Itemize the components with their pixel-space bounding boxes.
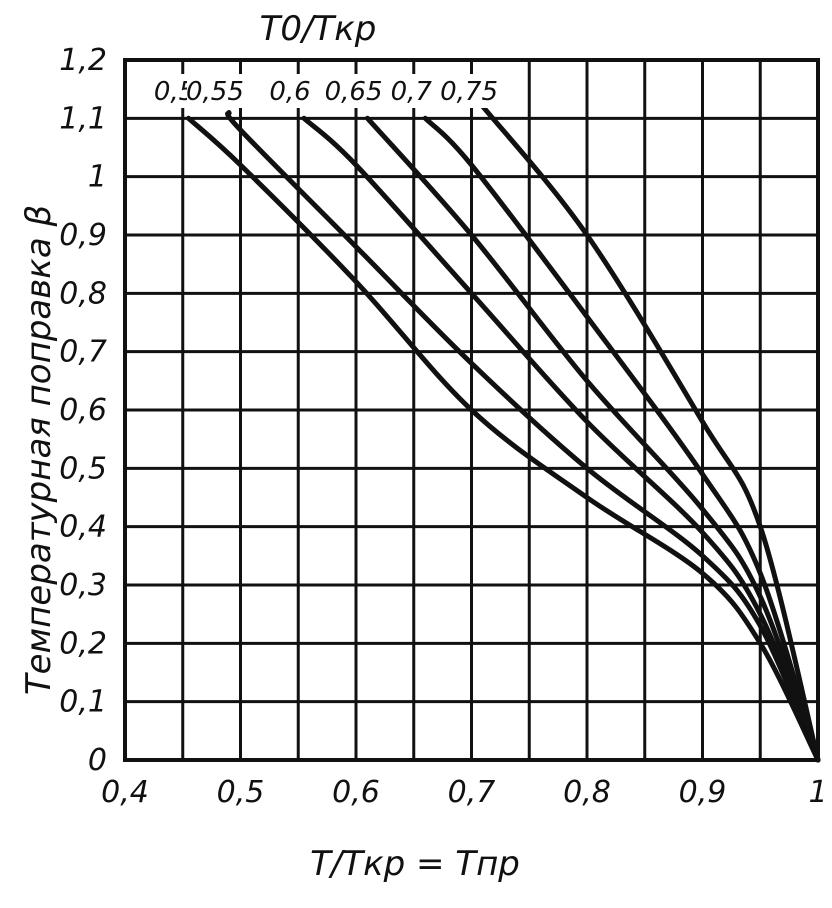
series-line — [301, 115, 821, 763]
y-tick-label: 1,1 — [59, 101, 107, 136]
series-label: 0,6 — [269, 77, 310, 107]
series-layer — [186, 104, 821, 763]
series-line — [365, 115, 821, 763]
y-tick-label: 0,6 — [59, 393, 107, 428]
series-line — [225, 110, 821, 763]
y-tick-label: 1,2 — [59, 43, 107, 78]
x-axis-label: T/Tкр = Tпр — [310, 844, 520, 884]
y-tick-label: 0 — [88, 743, 107, 778]
y-tick-label: 0,7 — [59, 335, 107, 370]
series-label: 0,55 — [186, 77, 244, 107]
x-tick-label: 0,6 — [332, 775, 380, 810]
series-label-background — [262, 74, 325, 108]
y-tick-label: 1 — [88, 160, 107, 195]
y-axis-label: Температурная поправка β — [19, 205, 59, 695]
y-tick-label: 0,9 — [59, 218, 107, 253]
y-tick-label: 0,5 — [59, 451, 107, 486]
x-tick-label: 0,7 — [448, 775, 496, 810]
x-tick-label: 0,4 — [101, 775, 149, 810]
y-tick-label: 0,4 — [59, 510, 107, 545]
series-label-background — [325, 74, 388, 108]
series-label-background — [186, 74, 249, 108]
legend-title: T0/Tкр — [260, 9, 377, 49]
series-label: 0,75 — [440, 77, 498, 107]
series-label-background — [383, 74, 446, 108]
y-tick-labels: 0 0,1 0,2 0,3 0,4 0,5 0,6 0,7 0,8 0,9 1 1,1 1,2 — [59, 43, 107, 778]
series-label-background — [441, 74, 504, 108]
series-line — [480, 104, 821, 763]
y-tick-label: 0,8 — [59, 276, 107, 311]
series-label: 0,7 — [391, 77, 433, 107]
series-labels: 0,50,55 0,6 0,65 0,7 0,75 — [146, 74, 504, 108]
plot-frame — [123, 58, 820, 762]
series-label: 0,65 — [325, 77, 383, 107]
x-tick-label: 0,9 — [679, 775, 727, 810]
x-tick-label: 0,5 — [217, 775, 265, 810]
y-tick-label: 0,1 — [59, 685, 107, 720]
y-tick-label: 0,3 — [59, 568, 107, 603]
y-tick-label: 0,2 — [59, 626, 107, 661]
series-line — [422, 115, 821, 763]
series-line — [186, 115, 821, 763]
x-tick-labels: 0,4 0,5 0,6 0,7 0,8 0,9 1 — [101, 775, 827, 810]
x-tick-label: 1 — [808, 775, 827, 810]
x-tick-label: 0,8 — [563, 775, 611, 810]
